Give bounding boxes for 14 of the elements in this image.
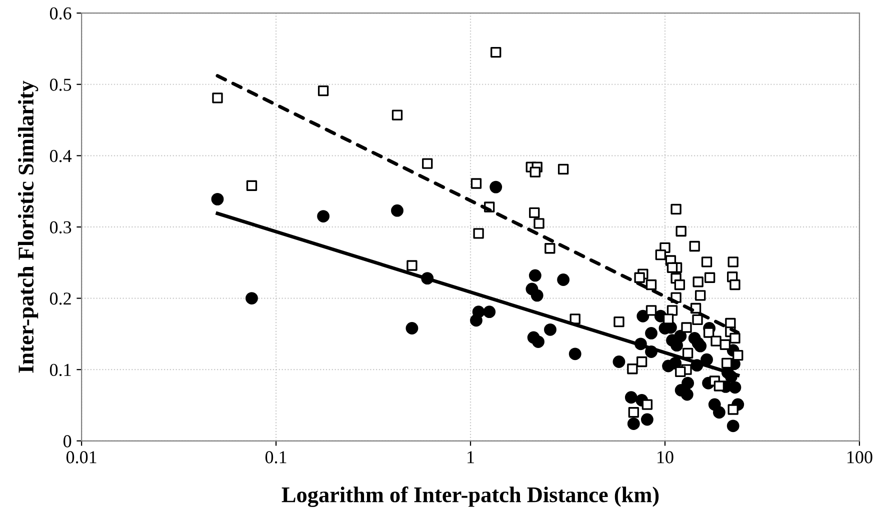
y-tick-label: 0.4 (50, 150, 72, 162)
x-tick-label: 100 (848, 451, 872, 464)
x-axis-title: Logarithm of Inter-patch Distance (km) (282, 486, 659, 507)
y-tick-label: 0.5 (50, 78, 72, 91)
y-tick-label: 0.3 (50, 221, 72, 234)
y-tick-label: 0.2 (50, 292, 71, 305)
y-axis-title: Inter-patch Floristic Similarity (18, 80, 38, 373)
y-tick-label: 0.1 (50, 364, 71, 376)
y-tick-label: 0 (64, 435, 72, 448)
x-tick-label: 10 (658, 451, 674, 464)
y-tick-label: 0.6 (50, 7, 72, 20)
x-tick-label: 1 (468, 451, 474, 464)
x-tick-label: 0.01 (66, 451, 96, 464)
x-tick-label: 0.1 (265, 451, 286, 464)
